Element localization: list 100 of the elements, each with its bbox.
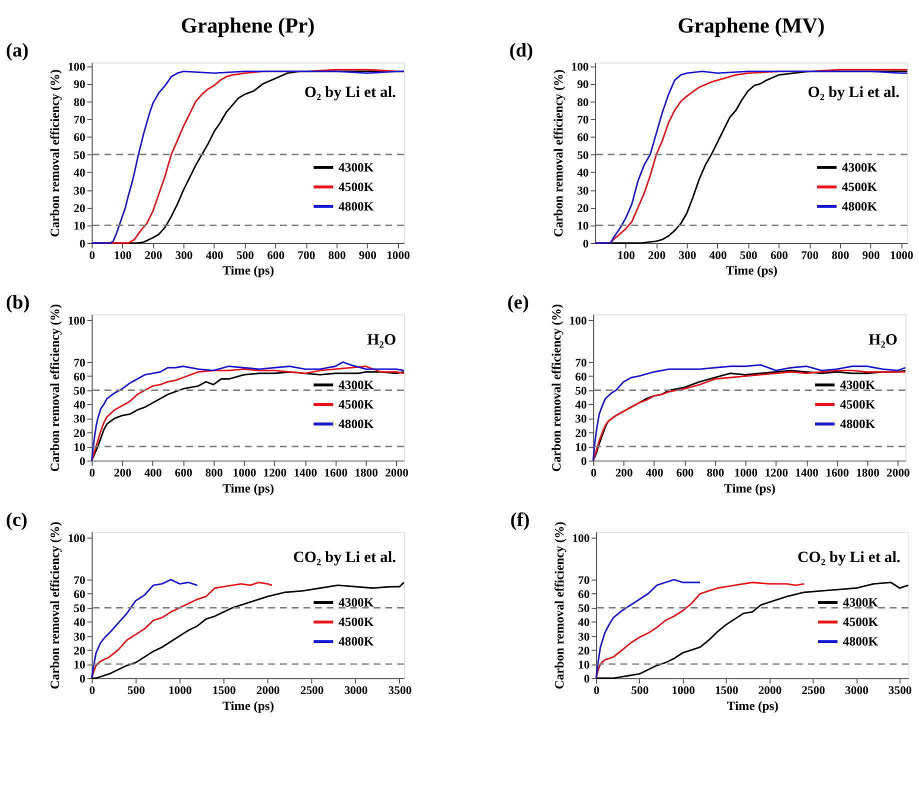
annotation: H₂O (868, 331, 898, 348)
x-axis-title: Time (ps) (726, 264, 778, 278)
x-tick-label: 1800 (856, 466, 880, 480)
y-tick-label: 50 (74, 602, 86, 616)
x-tick-label: 3000 (845, 684, 869, 698)
x-tick-label: 200 (648, 249, 666, 262)
x-tick-label: 1000 (890, 249, 914, 262)
x-tick-label: 900 (862, 249, 880, 262)
y-tick-label: 20 (577, 202, 589, 216)
y-tick-label: 50 (578, 602, 590, 616)
legend-label: 4300K (842, 595, 878, 610)
y-tick-label: 0 (584, 672, 590, 686)
y-tick-label: 100 (68, 60, 86, 74)
x-tick-label: 800 (832, 249, 850, 262)
line-series (90, 578, 198, 679)
y-tick-label: 60 (578, 588, 590, 602)
legend-label: 4800K (842, 634, 878, 648)
y-tick-label: 30 (74, 412, 86, 426)
x-tick-label: 1000 (672, 684, 696, 698)
legend-label: 4300K (338, 378, 374, 392)
y-tick-label: 90 (577, 78, 589, 92)
y-axis-title: Carbon removal efficiency (%) (551, 69, 566, 238)
y-tick-label: 70 (74, 114, 86, 127)
y-tick-label: 0 (582, 237, 589, 250)
annotation: O₂ by Li et al. (808, 84, 900, 101)
y-tick-label: 40 (577, 166, 589, 180)
x-tick-label: 0 (594, 684, 600, 698)
x-axis-title: Time (ps) (222, 481, 274, 496)
line-series (595, 578, 701, 679)
legend-label: 4500K (338, 614, 374, 629)
y-tick-label: 30 (578, 630, 590, 644)
x-tick-label: 0 (89, 466, 96, 480)
x-tick-label: 200 (114, 466, 132, 480)
legend-label: 4800K (338, 416, 374, 431)
legend-label: 4500K (338, 180, 374, 194)
y-tick-label: 20 (74, 202, 86, 216)
x-axis-title: Time (ps) (724, 481, 776, 496)
y-tick-label: 90 (74, 78, 86, 92)
y-tick-label: 80 (74, 96, 86, 109)
y-tick-label: 60 (74, 370, 86, 384)
x-tick-label: 200 (615, 466, 634, 480)
y-tick-label: 40 (575, 398, 587, 412)
x-tick-label: 800 (328, 249, 346, 262)
y-tick-label: 50 (74, 384, 86, 398)
x-axis-title: Time (ps) (222, 264, 274, 278)
x-tick-label: 500 (236, 249, 254, 262)
x-tick-label: 300 (678, 249, 696, 262)
x-tick-label: 700 (801, 249, 819, 262)
x-tick-label: 300 (175, 249, 193, 262)
y-tick-label: 40 (74, 616, 86, 630)
x-tick-label: 1500 (212, 684, 236, 698)
y-tick-label: 0 (580, 454, 587, 468)
x-tick-label: 1200 (764, 466, 788, 480)
text: (d) (509, 40, 534, 62)
y-tick-label: 70 (575, 356, 587, 370)
legend-label: 4500K (338, 397, 374, 412)
y-axis-title: Carbon removal efficiency (%) (549, 304, 564, 472)
x-tick-label: 2000 (256, 684, 280, 698)
y-tick-label: 0 (80, 237, 86, 250)
y-tick-label: 80 (577, 96, 589, 109)
chart-title: Graphene (Pr) (180, 13, 315, 38)
y-tick-label: 40 (74, 398, 86, 412)
legend-label: 4800K (842, 199, 878, 214)
annotation: O₂ by Li et al. (304, 84, 396, 101)
x-tick-label: 2500 (802, 684, 826, 698)
text: (a) (6, 40, 29, 62)
line-series (90, 582, 273, 679)
annotation: CO₂ by Li et al. (293, 549, 396, 566)
text: (b) (6, 292, 30, 314)
y-tick-label: 60 (74, 131, 86, 144)
y-tick-label: 0 (80, 672, 86, 686)
x-tick-label: 1000 (386, 249, 410, 262)
y-tick-label: 30 (575, 412, 587, 426)
x-tick-label: 1000 (734, 466, 758, 480)
y-tick-label: 30 (577, 184, 589, 198)
y-tick-label: 100 (569, 314, 587, 328)
text: (c) (6, 510, 28, 531)
y-tick-label: 100 (572, 532, 590, 545)
x-tick-label: 0 (89, 684, 96, 698)
legend-label: 4500K (840, 397, 876, 412)
x-tick-label: 1400 (294, 466, 318, 480)
x-tick-label: 400 (144, 466, 162, 480)
x-tick-label: 600 (676, 466, 694, 480)
y-tick-label: 20 (74, 644, 86, 658)
annotation: H₂O (367, 331, 396, 348)
x-axis-title: Time (ps) (222, 698, 274, 713)
y-tick-label: 50 (575, 384, 587, 398)
x-tick-label: 3000 (344, 684, 368, 698)
legend-label: 4500K (842, 614, 878, 629)
legend-label: 4300K (338, 595, 374, 610)
y-tick-label: 50 (74, 148, 86, 162)
y-tick-label: 40 (578, 616, 590, 630)
y-tick-label: 10 (74, 220, 86, 233)
legend-label: 4300K (338, 160, 374, 174)
x-tick-label: 0 (89, 249, 96, 262)
x-tick-label: 600 (174, 466, 192, 480)
x-tick-label: 400 (646, 466, 664, 480)
x-tick-label: 2500 (300, 684, 324, 698)
x-tick-label: 1200 (263, 466, 287, 480)
y-tick-label: 60 (74, 588, 86, 602)
